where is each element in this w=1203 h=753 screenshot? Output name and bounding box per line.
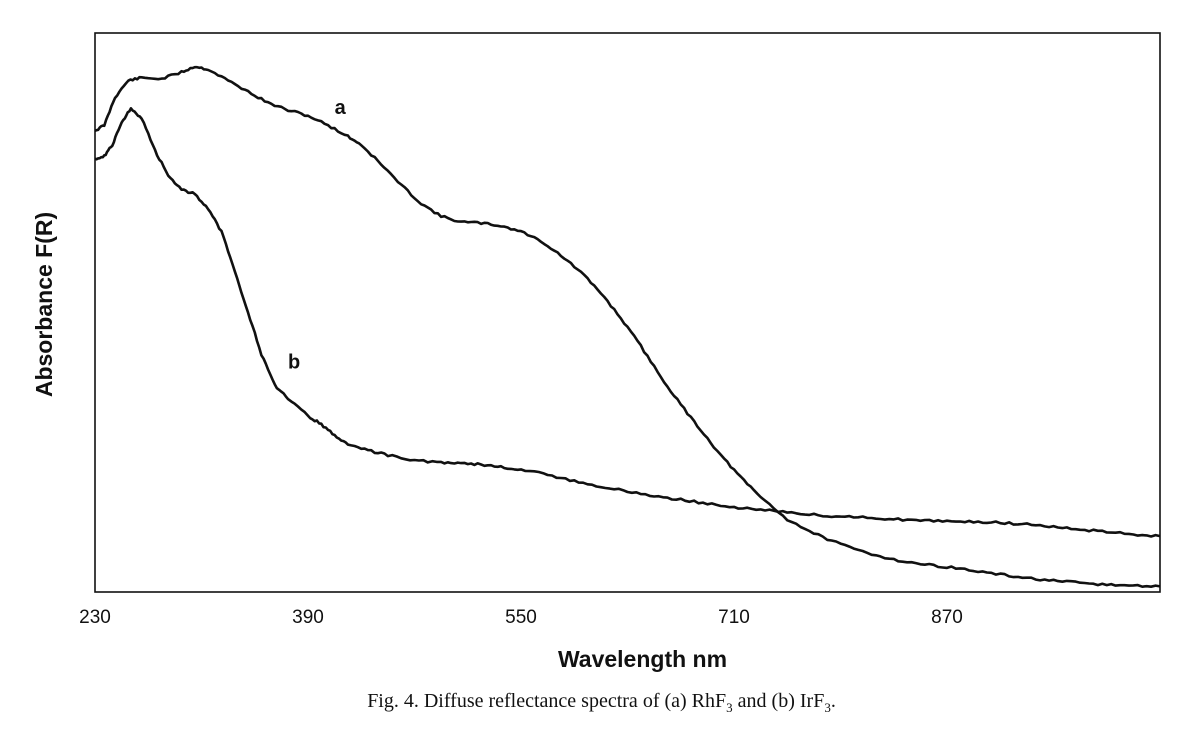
caption-sub-a: 3	[726, 700, 733, 715]
x-tick-label: 230	[79, 607, 111, 628]
caption-middle: and	[732, 690, 772, 712]
annotation-group: ab	[288, 97, 347, 373]
x-tick-label: 870	[931, 607, 963, 628]
caption-prefix: Fig. 4. Diffuse reflectance spectra of	[367, 690, 665, 712]
x-axis-title: Wavelength nm	[558, 646, 727, 672]
y-axis-title: Absorbance F(R)	[31, 212, 57, 397]
caption-part-a: (a) RhF	[664, 690, 727, 712]
x-tick-label: 710	[718, 607, 750, 628]
plot-frame	[94, 32, 1161, 593]
caption-sub-b: 3	[824, 700, 831, 715]
series-label-b: b	[288, 351, 300, 373]
series-group	[94, 65, 1161, 588]
series-line-b	[94, 107, 1161, 538]
spectra-chart: 230 390 550 710 870 ab Wavelength nm Absorba…	[31, 32, 1161, 672]
x-axis-ticks: 230 390 550 710 870	[79, 607, 963, 628]
figure-caption: Fig. 4. Diffuse reflectance spectra of (…	[0, 690, 1203, 716]
x-tick-label: 390	[292, 607, 324, 628]
caption-part-b: (b) IrF	[771, 690, 825, 712]
series-line-a	[94, 65, 1161, 588]
x-tick-label: 550	[505, 607, 537, 628]
series-label-a: a	[335, 97, 347, 119]
caption-end: .	[830, 690, 836, 712]
